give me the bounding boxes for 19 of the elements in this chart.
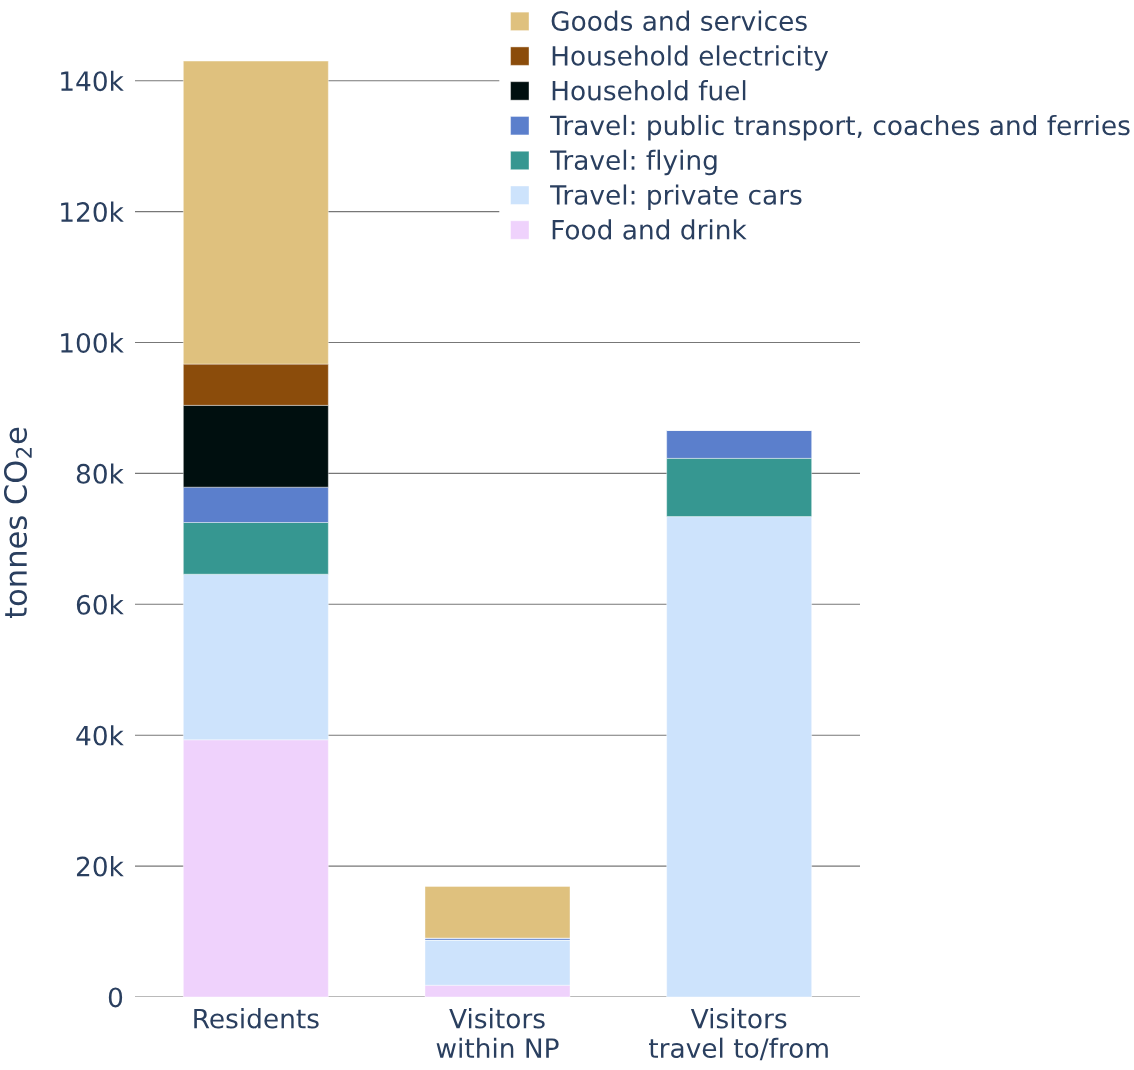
x-tick-label: Visitors travel to/from [649, 1008, 828, 1061]
legend-label: Household electricity [552, 45, 829, 71]
y-tick-label: 80k [76, 463, 124, 484]
y-tick-label: 140k [61, 70, 124, 92]
y-tick-label: 40k [76, 725, 124, 746]
y-tick-label: 120k [61, 201, 124, 223]
y-tick-label: 100k [61, 332, 124, 353]
y-tick-label: 0 [108, 987, 123, 1008]
y-axis-title: tonnes CO$_{2}$e [3, 427, 32, 619]
x-tick-label: Visitors within NP [436, 1008, 559, 1058]
y-tick-label: 60k [76, 594, 124, 615]
x-tick-label: Residents [194, 1008, 319, 1029]
legend-label: Travel: public transport, coaches and ferries [550, 114, 1130, 141]
legend-label: Goods and services [551, 10, 807, 31]
legend-label: Travel: private cars [550, 184, 802, 210]
y-tick-label: 20k [76, 856, 124, 877]
legend-label: Household fuel [552, 80, 746, 101]
legend-label: Food and drink [552, 219, 747, 240]
legend-label: Travel: flying [550, 149, 717, 176]
